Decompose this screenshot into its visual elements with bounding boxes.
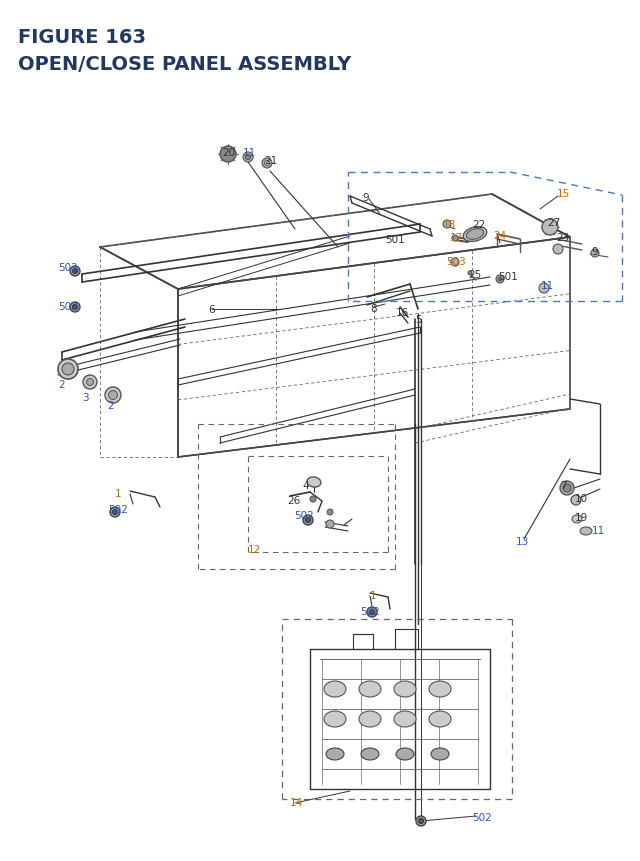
Circle shape — [326, 520, 334, 529]
Ellipse shape — [396, 748, 414, 760]
Text: OPEN/CLOSE PANEL ASSEMBLY: OPEN/CLOSE PANEL ASSEMBLY — [18, 55, 351, 74]
Text: 11: 11 — [592, 525, 605, 536]
Text: 15: 15 — [557, 189, 570, 199]
Ellipse shape — [429, 711, 451, 728]
Circle shape — [416, 816, 426, 826]
Text: 19: 19 — [575, 512, 588, 523]
Circle shape — [303, 516, 313, 525]
Ellipse shape — [359, 681, 381, 697]
Text: 501: 501 — [385, 235, 404, 245]
Ellipse shape — [394, 681, 416, 697]
Circle shape — [367, 607, 377, 617]
Text: 5: 5 — [415, 314, 422, 325]
Ellipse shape — [109, 391, 118, 400]
Ellipse shape — [324, 681, 346, 697]
Circle shape — [110, 507, 120, 517]
Text: 502: 502 — [58, 301, 77, 312]
Text: 24: 24 — [493, 231, 506, 241]
Ellipse shape — [463, 227, 487, 242]
Text: 9: 9 — [591, 247, 598, 257]
Text: 4: 4 — [302, 480, 308, 491]
Text: 1: 1 — [115, 488, 122, 499]
Text: 502: 502 — [294, 511, 314, 520]
Text: 12: 12 — [248, 544, 261, 554]
Circle shape — [451, 258, 459, 267]
Text: 10: 10 — [575, 493, 588, 504]
Text: 16: 16 — [396, 307, 409, 318]
Circle shape — [443, 220, 451, 229]
Circle shape — [419, 819, 424, 823]
Circle shape — [560, 481, 574, 495]
Text: 503: 503 — [446, 257, 466, 267]
Circle shape — [72, 305, 77, 310]
Text: 7: 7 — [560, 480, 566, 491]
Text: 21: 21 — [264, 156, 277, 166]
Text: 502: 502 — [360, 606, 380, 616]
Circle shape — [498, 278, 502, 282]
Circle shape — [243, 152, 253, 163]
Circle shape — [539, 283, 549, 294]
Circle shape — [310, 497, 316, 503]
Text: 9: 9 — [362, 193, 369, 202]
Text: FIGURE 163: FIGURE 163 — [18, 28, 146, 47]
Text: 502: 502 — [108, 505, 128, 514]
Text: 501: 501 — [498, 272, 518, 282]
Circle shape — [468, 272, 472, 276]
Circle shape — [496, 276, 504, 283]
Text: 13: 13 — [516, 536, 529, 547]
Ellipse shape — [361, 748, 379, 760]
Circle shape — [452, 236, 458, 242]
Circle shape — [70, 267, 80, 276]
Circle shape — [571, 495, 581, 505]
Text: 20: 20 — [222, 148, 235, 158]
Circle shape — [542, 220, 558, 236]
Circle shape — [262, 158, 272, 169]
Text: 502: 502 — [58, 263, 77, 273]
Text: 18: 18 — [443, 220, 456, 230]
Text: 3: 3 — [82, 393, 88, 403]
Circle shape — [305, 518, 310, 523]
Text: 23: 23 — [556, 232, 569, 243]
Ellipse shape — [58, 360, 78, 380]
Text: 27: 27 — [547, 218, 560, 228]
Ellipse shape — [572, 516, 582, 523]
Ellipse shape — [307, 477, 321, 487]
Circle shape — [264, 161, 269, 166]
Ellipse shape — [431, 748, 449, 760]
Text: 26: 26 — [287, 495, 300, 505]
Ellipse shape — [429, 681, 451, 697]
Text: 11: 11 — [541, 281, 554, 291]
Ellipse shape — [359, 711, 381, 728]
Ellipse shape — [86, 379, 93, 386]
Circle shape — [70, 303, 80, 313]
Text: 22: 22 — [472, 220, 485, 230]
Ellipse shape — [580, 528, 592, 536]
Ellipse shape — [62, 363, 74, 375]
Text: 8: 8 — [370, 304, 376, 313]
Circle shape — [591, 250, 599, 257]
Text: 502: 502 — [472, 812, 492, 822]
Ellipse shape — [324, 711, 346, 728]
Ellipse shape — [466, 229, 484, 240]
Ellipse shape — [83, 375, 97, 389]
Circle shape — [369, 610, 374, 615]
Text: 17: 17 — [450, 232, 463, 243]
Circle shape — [220, 147, 236, 163]
Ellipse shape — [326, 748, 344, 760]
Text: 2: 2 — [107, 400, 114, 411]
Ellipse shape — [394, 711, 416, 728]
Circle shape — [553, 245, 563, 255]
Circle shape — [246, 155, 250, 160]
Text: 14: 14 — [290, 797, 303, 807]
Text: 11: 11 — [243, 148, 256, 158]
Circle shape — [113, 510, 118, 515]
Text: 1: 1 — [370, 591, 376, 600]
Circle shape — [327, 510, 333, 516]
Text: 6: 6 — [208, 305, 214, 314]
Ellipse shape — [105, 387, 121, 404]
Text: 2: 2 — [58, 380, 65, 389]
Text: 25: 25 — [468, 269, 481, 280]
Circle shape — [563, 485, 571, 492]
Circle shape — [72, 269, 77, 274]
